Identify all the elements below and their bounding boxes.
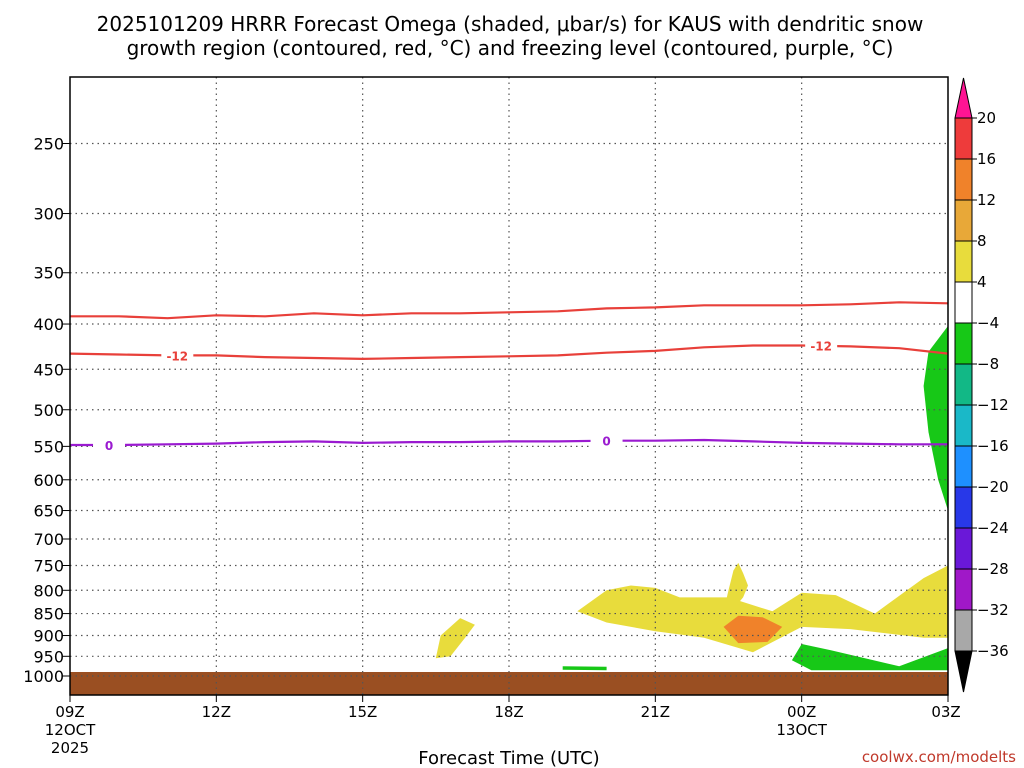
omega-shaded-regions (435, 326, 948, 671)
contour-label-bg-1-1 (805, 338, 838, 353)
contours: -12 -12 0 0 (69, 301, 949, 453)
contour-label-bg-2-0 (93, 437, 126, 452)
colorbar-swatch-5 (954, 322, 973, 365)
grid (70, 77, 948, 695)
colorbar-label-20: 20 (977, 109, 996, 127)
omega-region-4 (723, 615, 783, 644)
colorbar-bottom-arrow (954, 650, 973, 693)
y-tick-label-850: 850 (33, 605, 64, 624)
y-tick-label-250: 250 (33, 135, 64, 154)
omega-region-6 (562, 666, 607, 671)
omega-region-5 (791, 644, 948, 671)
omega-region-3 (577, 565, 948, 653)
contour-label-2-0: 0 (105, 439, 113, 453)
x-tick-date-00Z: 13OCT (776, 721, 827, 739)
colorbar-label-4: 4 (977, 273, 987, 291)
colorbar-swatch-4 (954, 281, 973, 324)
x-tick-label-18Z: 18Z (494, 703, 523, 721)
contour-label-bg-1-0 (161, 348, 194, 363)
y-tick-label-650: 650 (33, 502, 64, 521)
omega-region-0 (923, 326, 948, 511)
contour-1 (69, 344, 949, 360)
contour-label-1-0: -12 (166, 349, 188, 363)
y-tick-label-800: 800 (33, 581, 64, 600)
y-axis: 250 300 350 400 450 500 550 600 650 700 750 800 850 9… (23, 135, 70, 686)
y-tick-label-1000: 1000 (23, 667, 64, 686)
colorbar-label--28: −28 (977, 560, 1009, 578)
x-tick-year-09Z: 2025 (51, 739, 89, 757)
x-tick-label-15Z: 15Z (348, 703, 377, 721)
colorbar-swatch-6 (954, 363, 973, 406)
y-tick-label-450: 450 (33, 360, 64, 379)
colorbar-swatch-11 (954, 568, 973, 611)
omega-region-2 (435, 618, 475, 659)
colorbar-swatch-3 (954, 240, 973, 283)
x-tick-date-09Z: 12OCT (45, 721, 96, 739)
y-tick-label-400: 400 (33, 315, 64, 334)
colorbar-swatch-0 (954, 117, 973, 160)
y-tick-label-500: 500 (33, 401, 64, 420)
colorbar-swatch-2 (954, 199, 973, 242)
chart-title-line2: growth region (contoured, red, °C) and f… (127, 36, 894, 60)
colorbar-swatch-10 (954, 527, 973, 570)
colorbar-label--8: −8 (977, 355, 999, 373)
colorbar-swatch-12 (954, 609, 973, 652)
colorbar-swatch-9 (954, 486, 973, 529)
colorbar-label--24: −24 (977, 519, 1009, 537)
x-tick-label-03Z: 03Z (931, 703, 960, 721)
colorbar-swatch-8 (954, 445, 973, 488)
colorbar: 20 16 12 8 4 −4 −8 −12 −16 −20 −24 −28 −32 −36 (954, 77, 1009, 693)
x-axis-label: Forecast Time (UTC) (418, 748, 599, 768)
colorbar-label-8: 8 (977, 232, 987, 250)
contour-label-1-1: -12 (810, 340, 832, 354)
y-tick-label-600: 600 (33, 471, 64, 490)
contour-label-bg-2-1 (590, 433, 623, 448)
colorbar-swatch-1 (954, 158, 973, 201)
x-tick-label-09Z: 09Z (55, 703, 84, 721)
credit-text: coolwx.com/modelts (862, 748, 1016, 766)
y-tick-label-300: 300 (33, 205, 64, 224)
y-tick-label-550: 550 (33, 437, 64, 456)
colorbar-label--12: −12 (977, 396, 1009, 414)
chart-title-line1: 2025101209 HRRR Forecast Omega (shaded, … (97, 12, 924, 36)
colorbar-label--20: −20 (977, 478, 1009, 496)
y-tick-label-750: 750 (33, 556, 64, 575)
colorbar-label--36: −36 (977, 642, 1009, 660)
x-tick-label-00Z: 00Z (787, 703, 816, 721)
colorbar-label-16: 16 (977, 150, 996, 168)
colorbar-label-12: 12 (977, 191, 996, 209)
colorbar-label--4: −4 (977, 314, 999, 332)
colorbar-top-arrow (954, 77, 973, 119)
y-tick-label-950: 950 (33, 647, 64, 666)
y-tick-label-700: 700 (33, 530, 64, 549)
colorbar-swatch-7 (954, 404, 973, 447)
contour-label-2-1: 0 (602, 435, 610, 449)
contour-0 (70, 301, 949, 320)
y-tick-label-350: 350 (33, 264, 64, 283)
x-tick-label-21Z: 21Z (641, 703, 670, 721)
contour-2 (70, 438, 948, 447)
colorbar-label--32: −32 (977, 601, 1009, 619)
y-tick-label-900: 900 (33, 627, 64, 646)
colorbar-label--16: −16 (977, 437, 1009, 455)
x-tick-label-12Z: 12Z (202, 703, 231, 721)
